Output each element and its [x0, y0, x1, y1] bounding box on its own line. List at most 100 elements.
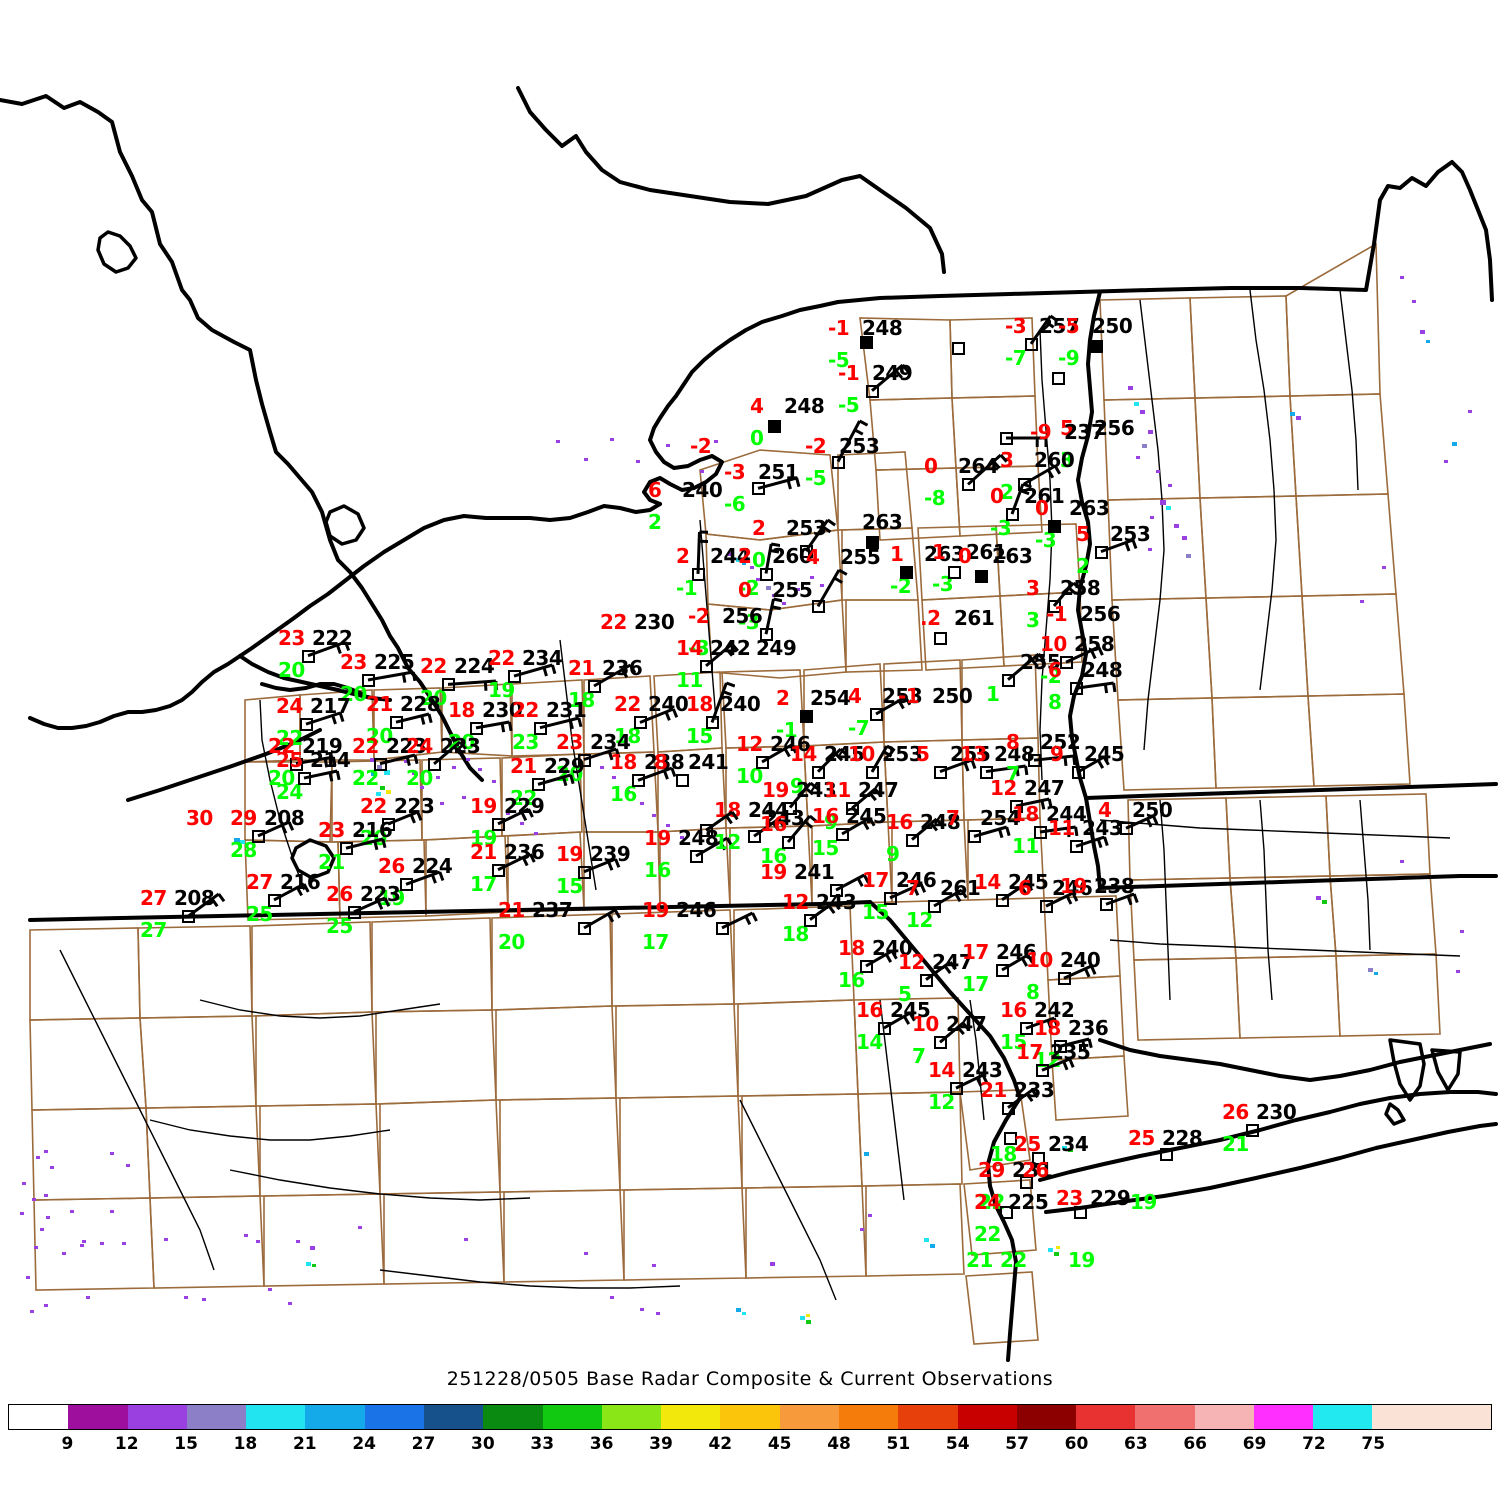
station-marker[interactable] [878, 1022, 891, 1035]
station-marker[interactable] [1020, 1022, 1033, 1035]
station-marker[interactable] [1095, 546, 1108, 559]
station-marker[interactable] [784, 802, 797, 815]
station-marker[interactable] [268, 894, 281, 907]
station-marker[interactable] [1000, 1206, 1013, 1219]
station-marker[interactable] [934, 632, 947, 645]
station-marker[interactable] [920, 974, 933, 987]
station-marker[interactable] [382, 818, 395, 831]
station-marker[interactable] [756, 756, 769, 769]
station-marker[interactable] [996, 894, 1009, 907]
station-marker[interactable] [302, 650, 315, 663]
observation-layer[interactable]: -1-5248-1-524940248-3-7257-5-925053256-9… [0, 0, 1500, 1365]
station-marker[interactable] [1010, 800, 1023, 813]
station-marker[interactable] [952, 342, 965, 355]
station-marker[interactable] [866, 536, 879, 549]
station-marker[interactable] [290, 758, 303, 771]
station-marker[interactable] [950, 1082, 963, 1095]
station-marker[interactable] [1070, 840, 1083, 853]
station-marker[interactable] [700, 660, 713, 673]
station-marker[interactable] [1054, 1040, 1067, 1053]
station-marker[interactable] [832, 456, 845, 469]
station-marker[interactable] [1020, 1176, 1033, 1189]
station-marker[interactable] [1120, 822, 1133, 835]
station-marker[interactable] [768, 420, 781, 433]
station-marker[interactable] [884, 892, 897, 905]
station-marker[interactable] [340, 842, 353, 855]
station-marker[interactable] [948, 566, 961, 579]
station-marker[interactable] [800, 710, 813, 723]
station-marker[interactable] [1002, 674, 1015, 687]
station-marker[interactable] [578, 866, 591, 879]
station-marker[interactable] [975, 570, 988, 583]
station-marker[interactable] [1058, 972, 1071, 985]
map-panel[interactable]: -1-5248-1-524940248-3-7257-5-925053256-9… [0, 0, 1500, 1365]
station-marker[interactable] [690, 850, 703, 863]
station-marker[interactable] [812, 766, 825, 779]
station-marker[interactable] [374, 758, 387, 771]
station-marker[interactable] [1074, 1206, 1087, 1219]
station-marker[interactable] [800, 545, 813, 558]
station-marker[interactable] [1048, 520, 1061, 533]
station-marker[interactable] [870, 708, 883, 721]
station-marker[interactable] [428, 758, 441, 771]
station-marker[interactable] [752, 482, 765, 495]
station-marker[interactable] [968, 830, 981, 843]
station-marker[interactable] [252, 830, 265, 843]
station-marker[interactable] [860, 336, 873, 349]
station-marker[interactable] [400, 878, 413, 891]
station-marker[interactable] [578, 922, 591, 935]
station-marker[interactable] [532, 778, 545, 791]
station-marker[interactable] [1002, 1102, 1015, 1115]
station-marker[interactable] [748, 830, 761, 843]
station-marker[interactable] [900, 566, 913, 579]
station-marker[interactable] [578, 754, 591, 767]
station-marker[interactable] [804, 914, 817, 927]
station-marker[interactable] [1160, 1148, 1173, 1161]
station-marker[interactable] [1048, 600, 1061, 613]
station-marker[interactable] [1090, 340, 1103, 353]
station-marker[interactable] [830, 884, 843, 897]
station-marker[interactable] [508, 670, 521, 683]
station-marker[interactable] [470, 722, 483, 735]
station-marker[interactable] [492, 818, 505, 831]
station-marker[interactable] [634, 716, 647, 729]
station-marker[interactable] [928, 900, 941, 913]
station-marker[interactable] [492, 864, 505, 877]
station-marker[interactable] [676, 774, 689, 787]
station-marker[interactable] [700, 824, 713, 837]
station-marker[interactable] [1036, 1064, 1049, 1077]
station-marker[interactable] [716, 922, 729, 935]
station-marker[interactable] [1025, 338, 1038, 351]
station-marker[interactable] [632, 774, 645, 787]
station-dewpoint: -3 [990, 516, 1012, 540]
station-marker[interactable] [1052, 372, 1065, 385]
station-marker[interactable] [860, 960, 873, 973]
station-marker[interactable] [300, 718, 313, 731]
station-marker[interactable] [934, 766, 947, 779]
station-marker[interactable] [534, 722, 547, 735]
station-marker[interactable] [782, 836, 795, 849]
station-marker[interactable] [846, 802, 859, 815]
station-marker[interactable] [390, 716, 403, 729]
station-marker[interactable] [348, 906, 361, 919]
station-marker[interactable] [1032, 1152, 1045, 1165]
station-marker[interactable] [1004, 1132, 1017, 1145]
station-marker[interactable] [906, 834, 919, 847]
station-marker[interactable] [866, 385, 879, 398]
station-marker[interactable] [836, 828, 849, 841]
station-marker[interactable] [812, 600, 825, 613]
station-marker[interactable] [588, 680, 601, 693]
station-marker[interactable] [996, 964, 1009, 977]
station-marker[interactable] [182, 910, 195, 923]
station-marker[interactable] [934, 1036, 947, 1049]
station-marker[interactable] [1040, 900, 1053, 913]
station-marker[interactable] [362, 674, 375, 687]
station-marker[interactable] [298, 772, 311, 785]
station-marker[interactable] [962, 478, 975, 491]
station-marker[interactable] [1100, 898, 1113, 911]
station-marker[interactable] [866, 766, 879, 779]
station-marker[interactable] [1246, 1124, 1259, 1137]
station-marker[interactable] [1072, 766, 1085, 779]
station-marker[interactable] [1060, 656, 1073, 669]
station-marker[interactable] [1018, 478, 1031, 491]
